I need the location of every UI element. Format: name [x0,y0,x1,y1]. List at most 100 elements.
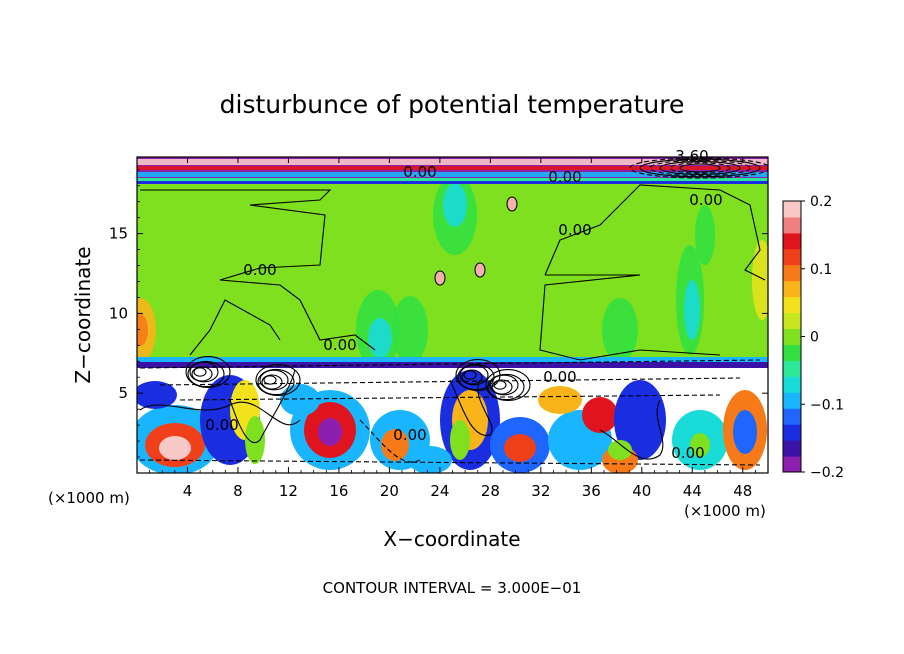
contour-line [229,369,296,443]
field-patch [695,205,715,265]
contour-line [257,368,295,396]
contour-line [259,369,289,391]
contour-line [599,399,664,460]
field-patch [614,380,666,460]
field-patch [368,318,392,358]
contour-line [539,274,721,361]
colorbar-swatch [783,312,801,330]
colorbar-tick-label: −0.1 [810,397,844,413]
contour-line [639,158,761,178]
contour-label: 0.00 [323,336,356,354]
field-band [137,362,768,368]
x-tick-label: 32 [531,482,550,500]
field-patch [159,436,191,460]
colorbar-swatch [783,376,801,393]
field-band [137,178,768,182]
contour-label: 0.00 [543,368,576,386]
contour-line [461,369,483,385]
field-patch [538,386,582,414]
contour-line [255,364,301,396]
contour-label: 0.00 [393,426,426,444]
colorbar-swatch [783,264,801,282]
field-patch [450,420,470,460]
contour-line [487,373,525,401]
colorbar-tick-label: 0.1 [810,262,832,278]
x-tick-label: 48 [733,482,752,500]
x-tick-label: 12 [279,482,298,500]
field-patch [602,298,638,362]
contour-interval-text: CONTOUR INTERVAL = 3.000E−01 [323,579,582,597]
field-patch [443,183,467,227]
contour-line [191,366,213,382]
chart-title: disturbunce of potential temperature [220,90,685,119]
contour-line [485,369,531,401]
contour-line [193,367,207,377]
contour-line [669,162,731,174]
field-patch [318,418,342,446]
contour-line [140,189,376,351]
colorbar-tick-label: 0.2 [810,194,832,210]
contour-line [659,161,741,175]
x-unit-label: (×1000 m) [48,489,130,507]
plot-area [137,157,768,473]
field-patch [684,280,700,340]
x-tick-label: 36 [582,482,601,500]
colorbar-swatch [783,424,801,441]
field-band [137,166,768,170]
field-patch [137,314,148,346]
contour-line [489,374,519,396]
field-patch [408,446,452,473]
y-axis: 5 10 15 [109,169,768,458]
field-patch [690,433,710,457]
contour-line [679,163,721,173]
contour-layer [139,157,768,466]
contour-label: 0.00 [689,191,722,209]
contour-label-layer: 0.00 0.00 0.00 0.00 0.00 0.00 0.00 0.00 0.00 0.00… [205,147,722,462]
contour-line [434,270,446,286]
contour-label: 0.00 [403,163,436,181]
x-unit-label-right: (×1000 m) [684,502,766,520]
field-patch [137,381,177,409]
x-tick-label: 8 [233,482,243,500]
field-patch [245,416,265,464]
y-tick-label: 5 [118,384,128,402]
y-tick-label: 10 [109,304,128,322]
colorbar-swatch [783,408,801,425]
contour-line [139,359,761,369]
x-axis: 4 8 12 16 20 24 28 32 36 40 44 48 [149,157,756,500]
field-patch [608,440,632,460]
contour-line [187,360,225,388]
field-band [137,172,768,177]
contour-label: 0.00 [243,261,276,279]
contour-line [649,159,751,177]
contour-line [493,380,507,390]
contour-line [463,370,477,380]
contour-label: 0.00 [671,444,704,462]
contour-line [359,419,421,463]
colorbar-tick-label: 0 [810,330,819,346]
contour-line [179,394,721,401]
colorbar-swatch [783,216,801,234]
colorbar-swatch [783,296,801,314]
contour-line [544,184,766,281]
contour-line [139,459,761,466]
colorbar: 0.2 0.1 0 −0.1 −0.2 [782,194,844,481]
contour-line [474,262,486,278]
colorbar-swatch [783,232,801,250]
contour-line [459,364,489,386]
colorbar-swatch [783,344,801,361]
contour-label: 0.00 [205,416,238,434]
contour-line [139,401,301,426]
colorbar-swatch [783,440,801,457]
y-tick-label: 15 [109,225,128,243]
field-patch [582,397,618,433]
field-patch [504,434,536,462]
colorbar-swatch [783,280,801,298]
contour-line [189,299,281,356]
field-band [137,159,768,165]
x-axis-label: X−coordinate [383,527,520,551]
field-patch [392,296,428,364]
field-patch [733,410,757,454]
colorbar-swatch [783,248,801,266]
